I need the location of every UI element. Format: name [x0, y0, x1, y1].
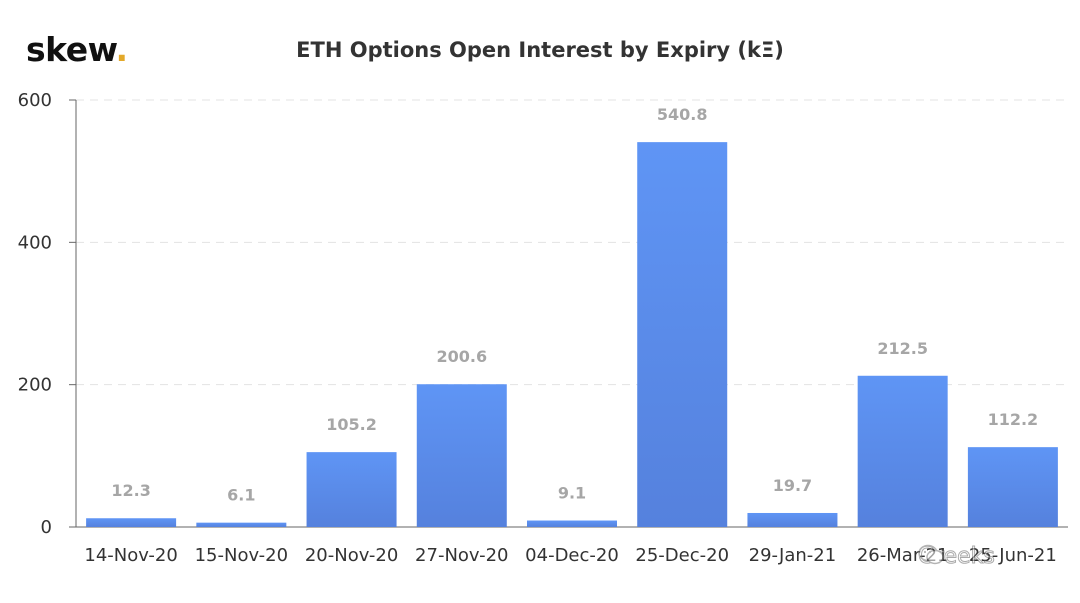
data-label: 200.6 [436, 347, 487, 366]
data-label: 105.2 [326, 415, 377, 434]
bar-25-Jun-21 [967, 447, 1058, 527]
x-tick-label: 14-Nov-20 [84, 545, 177, 566]
y-tick-label: 400 [18, 232, 52, 253]
bar-15-Nov-20 [196, 522, 287, 527]
x-tick-labels: 14-Nov-20 15-Nov-20 20-Nov-20 27-Nov-20 04-D… [84, 545, 1056, 566]
watermark: Greeks [918, 544, 996, 570]
bars [86, 142, 1058, 527]
x-tick-label: 04-Dec-20 [525, 545, 619, 566]
logo-dot: . [115, 30, 128, 69]
bar-27-Nov-20 [416, 384, 507, 527]
data-label: 19.7 [773, 476, 812, 495]
data-label: 9.1 [558, 484, 586, 503]
bar-26-Mar-21 [857, 375, 948, 527]
skew-logo: skew. [26, 30, 128, 69]
y-tick-label: 600 [18, 90, 52, 111]
bar-04-Dec-20 [527, 520, 617, 527]
data-label: 12.3 [111, 481, 150, 500]
x-tick-label: 27-Nov-20 [415, 545, 508, 566]
y-tick-label: 200 [18, 375, 52, 396]
data-label: 212.5 [877, 339, 928, 358]
bar-29-Jan-21 [747, 512, 838, 527]
chart-title: ETH Options Open Interest by Expiry (kΞ) [296, 38, 784, 62]
data-label: 6.1 [227, 486, 255, 505]
y-tick-label: 0 [41, 517, 52, 538]
bar-20-Nov-20 [306, 452, 397, 527]
bar-14-Nov-20 [86, 518, 177, 527]
chat-bubble-icon [918, 544, 944, 565]
x-tick-label: 25-Dec-20 [635, 545, 729, 566]
data-labels: 12.3 6.1 105.2 200.6 9.1 540.8 19.7 212.5 112.2 [111, 105, 1038, 505]
data-label: 540.8 [657, 105, 708, 124]
bar-25-Dec-20 [637, 142, 728, 527]
x-tick-label: 25-Jun-21 [969, 545, 1057, 566]
x-tick-label: 15-Nov-20 [195, 545, 288, 566]
x-tick-label: 20-Nov-20 [305, 545, 398, 566]
y-tick-labels: 0 200 400 600 [18, 90, 52, 538]
x-tick-label: 29-Jan-21 [749, 545, 837, 566]
logo-text: skew [26, 30, 116, 69]
data-label: 112.2 [988, 410, 1039, 429]
